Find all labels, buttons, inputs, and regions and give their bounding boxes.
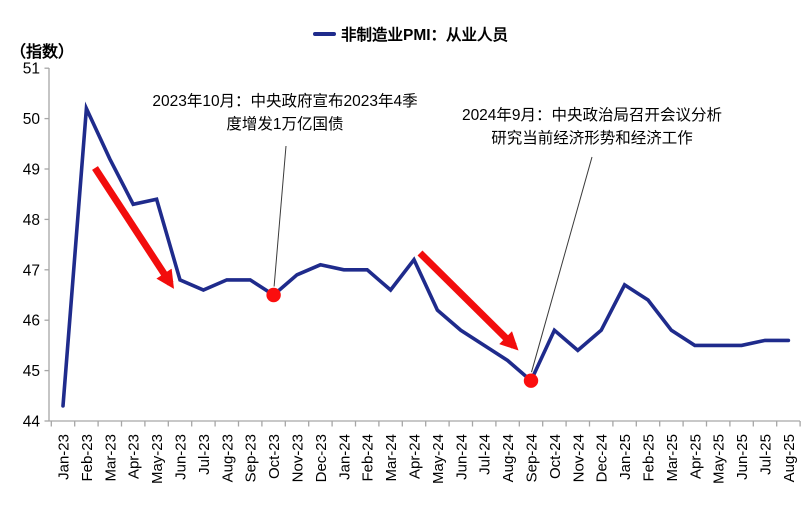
annotation-sep-2024: 2024年9月：中央政治局召开会议分析 研究当前经济形势和经济工作 [462, 104, 722, 150]
x-tick-label: Aug-25 [781, 434, 798, 482]
y-tick-label: 50 [23, 111, 41, 128]
legend-line-marker [313, 32, 336, 36]
x-tick-label: Nov-24 [570, 434, 587, 482]
annotation-text-line: 2024年9月：中央政治局召开会议分析 [461, 107, 723, 124]
annotation-leader-line [273, 145, 287, 287]
x-tick-label: Apr-24 [407, 434, 424, 479]
annotation-leader-line [531, 156, 593, 373]
y-tick-label: 44 [23, 414, 41, 431]
x-tick-label: Jul-25 [758, 434, 775, 475]
annotation-text-line: 度增发1万亿国债 [226, 116, 344, 133]
decline-arrow [92, 166, 174, 289]
x-tick-label: Jan-25 [617, 434, 634, 480]
x-tick-label: Feb-23 [79, 434, 96, 482]
y-axis-unit-label: （指数） [10, 44, 75, 61]
x-tick-label: Jan-23 [56, 434, 73, 480]
legend: 非制造业PMI：从业人员 [313, 23, 508, 45]
x-tick-label: Jun-24 [453, 434, 470, 480]
x-tick-label: Mar-24 [383, 434, 400, 482]
x-tick-label: May-24 [430, 434, 447, 484]
x-tick-label: Feb-25 [641, 434, 658, 482]
x-tick-label: Feb-24 [360, 434, 377, 482]
x-tick-label: Jul-23 [196, 434, 213, 475]
x-tick-label: Oct-23 [266, 434, 283, 479]
y-tick-label: 51 [23, 61, 40, 78]
y-tick-label: 46 [23, 313, 40, 330]
x-tick-label: Jun-25 [734, 434, 751, 480]
annotation-oct-2023: 2023年10月：中央政府宣布2023年4季 度增发1万亿国债 [152, 90, 417, 136]
legend-series-label: 非制造业PMI：从业人员 [341, 27, 509, 44]
x-tick-label: Mar-25 [664, 434, 681, 482]
pmi-employment-line [61, 101, 791, 408]
x-tick-label: Apr-25 [687, 434, 704, 479]
x-tick-label: Mar-23 [102, 434, 119, 482]
y-tick-label: 47 [23, 262, 40, 279]
y-tick-label: 45 [23, 363, 40, 380]
y-tick-label: 48 [23, 212, 40, 229]
decline-arrow [417, 250, 519, 351]
y-tick-label: 49 [23, 162, 40, 179]
x-tick-label: May-25 [711, 434, 728, 484]
x-tick-label: Nov-23 [290, 434, 307, 482]
x-tick-label: Apr-23 [126, 434, 143, 479]
highlight-dot-oct-23 [266, 287, 281, 303]
x-tick-label: Jan-24 [336, 434, 353, 480]
x-tick-label: Aug-23 [219, 434, 236, 482]
annotation-text-line: 2023年10月：中央政府宣布2023年4季 [152, 93, 418, 110]
x-tick-label: Oct-24 [547, 434, 564, 479]
x-tick-label: Jul-24 [477, 434, 494, 475]
x-tick-label: Jun-23 [173, 434, 190, 480]
x-tick-label: Sep-23 [243, 434, 260, 482]
x-tick-label: Aug-24 [500, 434, 517, 482]
x-tick-label: May-23 [149, 434, 166, 484]
x-tick-label: Sep-24 [524, 434, 541, 482]
x-tick-label: Dec-23 [313, 434, 330, 482]
x-tick-label: Dec-24 [594, 434, 611, 482]
highlight-dot-sep-24 [523, 373, 539, 388]
annotation-text-line: 研究当前经济形势和经济工作 [491, 130, 693, 147]
